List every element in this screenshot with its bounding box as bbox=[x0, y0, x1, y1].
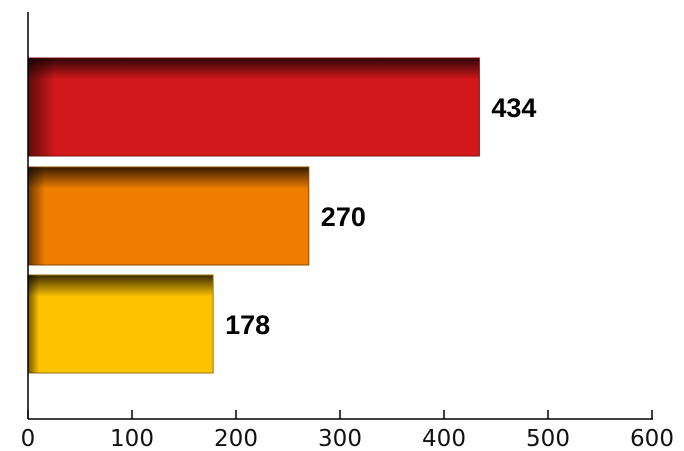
bars-layer bbox=[27, 57, 480, 374]
bar-1-shade bbox=[28, 58, 480, 156]
x-tick-label-600: 600 bbox=[630, 426, 674, 451]
x-tick-label-500: 500 bbox=[526, 426, 570, 451]
x-tick-label-0: 0 bbox=[21, 426, 36, 451]
x-tick-label-300: 300 bbox=[318, 426, 362, 451]
x-tick-label-100: 100 bbox=[110, 426, 154, 451]
value-labels-layer: 434 270 178 bbox=[225, 93, 536, 340]
value-label-3: 178 bbox=[225, 310, 270, 340]
value-label-1: 434 bbox=[491, 93, 536, 123]
bar-3-shade bbox=[28, 275, 214, 373]
x-tick-label-400: 400 bbox=[422, 426, 466, 451]
x-tick-label-200: 200 bbox=[214, 426, 258, 451]
value-label-2: 270 bbox=[321, 202, 366, 232]
x-ticks-layer: 0 100 200 300 400 500 600 bbox=[21, 410, 674, 451]
bar-2-shade bbox=[28, 167, 309, 265]
